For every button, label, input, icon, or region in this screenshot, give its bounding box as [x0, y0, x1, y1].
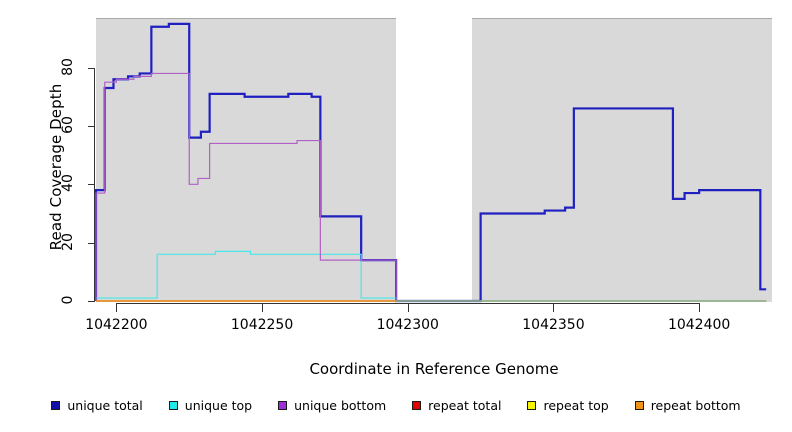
legend-label: unique top: [184, 398, 253, 413]
y-axis-tick: [88, 125, 95, 127]
legend-swatch-icon: [51, 401, 61, 410]
x-axis-line: [116, 303, 701, 304]
series-line: [95, 72, 767, 302]
y-axis-tick-label: 60: [60, 116, 76, 134]
chart-legend: unique total unique top unique bottom repea…: [0, 398, 792, 413]
y-axis-tick-label: 20: [60, 232, 76, 251]
x-axis-tick: [699, 304, 701, 312]
legend-swatch-icon: [278, 401, 288, 410]
legend-item: repeat top: [527, 398, 609, 413]
y-axis-tick: [88, 242, 95, 244]
legend-label: repeat top: [543, 398, 609, 413]
x-axis-tick-label: 1042200: [85, 317, 148, 333]
x-axis-tick-label: 1042300: [376, 317, 439, 333]
shaded-region: [471, 18, 772, 302]
legend-item: unique bottom: [278, 398, 386, 413]
x-axis-tick: [407, 304, 409, 312]
series-line: [94, 22, 767, 303]
x-axis-tick: [262, 304, 264, 312]
x-axis-title: Coordinate in Reference Genome: [309, 360, 559, 378]
legend-swatch-icon: [168, 401, 178, 410]
legend-label: repeat total: [428, 398, 502, 413]
legend-label: repeat bottom: [650, 398, 741, 413]
x-axis-tick-label: 1042350: [522, 317, 585, 333]
y-axis-tick-label: 40: [60, 174, 76, 193]
legend-label: unique bottom: [294, 398, 387, 413]
legend-label: unique total: [67, 398, 143, 413]
x-axis-tick: [116, 304, 118, 312]
legend-item: repeat total: [412, 398, 501, 413]
x-axis-tick-label: 1042400: [667, 317, 731, 333]
legend-item: repeat bottom: [634, 398, 741, 413]
y-axis-tick: [88, 67, 95, 69]
legend-swatch-icon: [527, 401, 537, 410]
y-axis-tick-label: 80: [60, 57, 76, 76]
plot-area: [94, 18, 772, 303]
series-line: [96, 250, 767, 302]
series-lines: [94, 22, 767, 303]
legend-swatch-icon: [412, 401, 422, 410]
y-axis-tick-label: 0: [60, 295, 76, 305]
legend-item: unique top: [168, 398, 253, 413]
y-axis-tick: [88, 184, 95, 186]
x-axis-tick-label: 1042250: [230, 317, 294, 333]
y-axis-tick: [88, 301, 95, 302]
legend-item: unique total: [51, 398, 143, 413]
legend-swatch-icon: [634, 401, 644, 410]
x-axis-tick: [553, 304, 555, 312]
